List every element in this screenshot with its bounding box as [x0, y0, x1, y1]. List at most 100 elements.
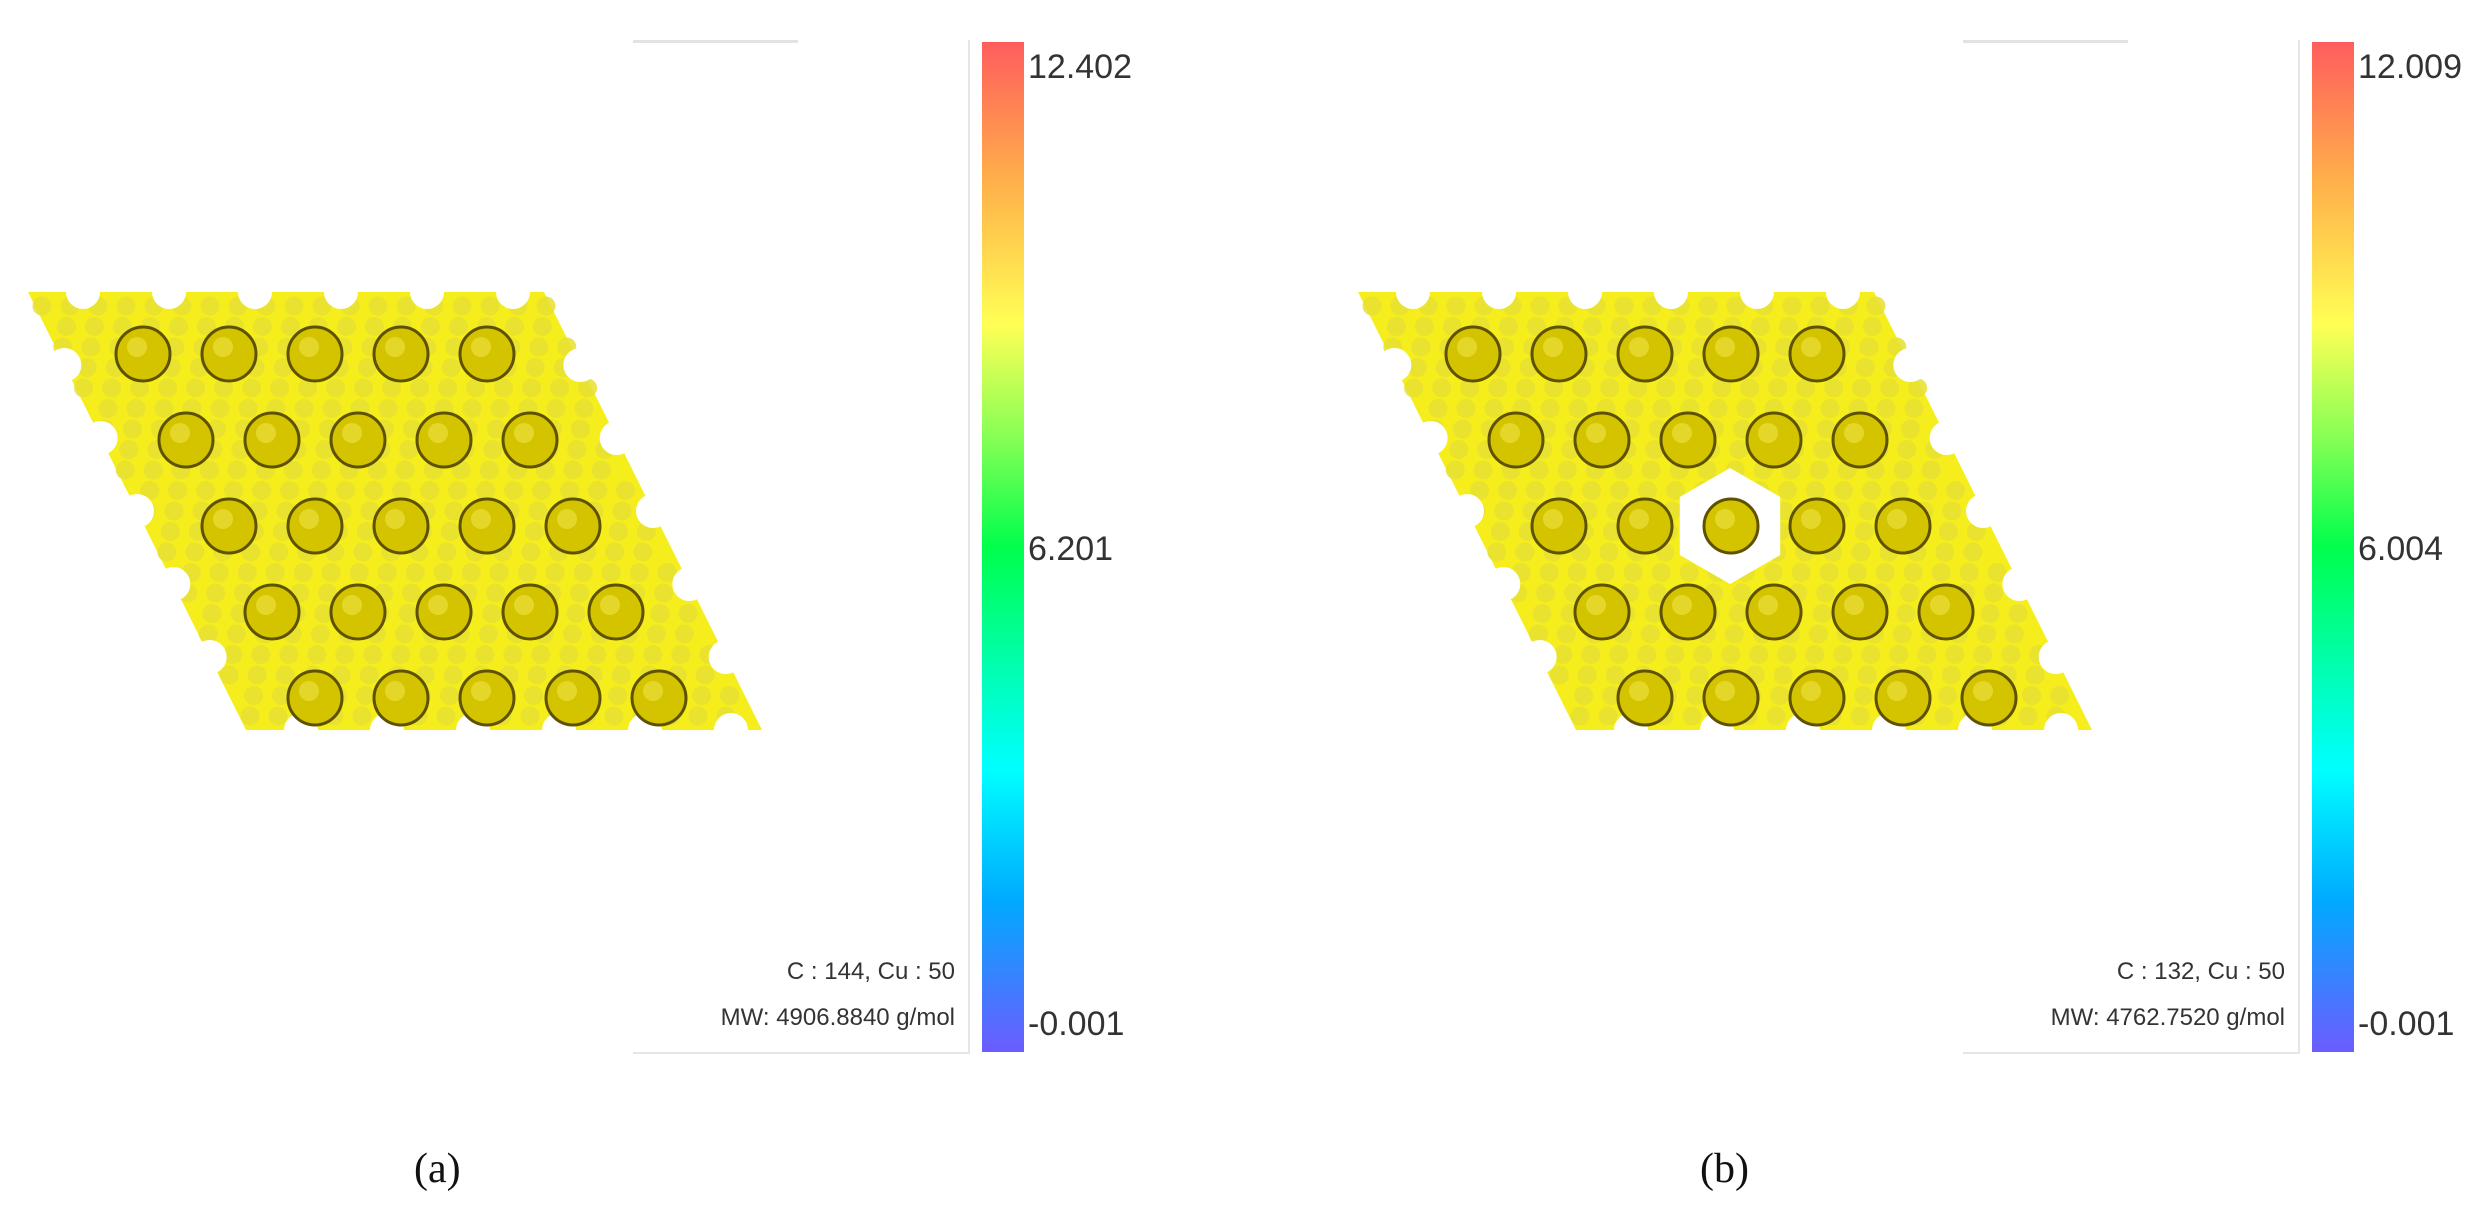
carbon-atom [1628, 378, 1648, 398]
colorbar-mid-label: 6.004 [2358, 530, 2444, 568]
carbon-atom [1824, 378, 1844, 398]
carbon-atom [226, 624, 246, 644]
carbon-atom [1866, 296, 1886, 316]
carbon-atom [633, 542, 653, 562]
carbon-atom [1693, 645, 1713, 664]
carbon-atom [402, 583, 422, 603]
carbon-atom [646, 624, 666, 644]
edge-notch [1482, 275, 1516, 309]
carbon-atom [522, 378, 542, 398]
carbon-atom [1404, 378, 1424, 398]
carbon-atom [605, 542, 625, 562]
carbon-atom [1682, 706, 1702, 726]
carbon-atom [1724, 624, 1744, 644]
edge-notch [410, 275, 444, 309]
carbon-atom [1526, 481, 1546, 500]
carbon-atom [399, 440, 419, 459]
carbon-atom [1908, 378, 1928, 398]
carbon-atom [398, 604, 418, 623]
carbon-atom [279, 645, 299, 664]
carbon-atom [419, 645, 439, 664]
carbon-atom [32, 296, 52, 316]
carbon-atom [1796, 378, 1816, 398]
carbon-atom [1708, 399, 1728, 418]
carbon-atom [160, 522, 180, 541]
carbon-atom [1740, 378, 1760, 398]
carbon-atom [1721, 645, 1741, 664]
carbon-atom [1445, 460, 1465, 480]
carbon-atom [520, 706, 540, 726]
carbon-atom [462, 399, 482, 418]
composition-label: C : 144, Cu : 50 [786, 958, 955, 985]
carbon-atom [298, 378, 318, 398]
carbon-atom [489, 563, 509, 582]
carbon-atom [81, 337, 101, 357]
carbon-atom [1528, 624, 1548, 644]
carbon-atom [242, 378, 262, 398]
copper-atom-highlight [1844, 595, 1864, 615]
copper-atom-highlight [1457, 337, 1477, 357]
carbon-atom [1813, 440, 1833, 459]
carbon-atom [578, 378, 598, 398]
carbon-atom [1858, 501, 1878, 521]
colorbar [2312, 42, 2354, 1052]
carbon-atom [1810, 296, 1830, 316]
edge-notch [496, 275, 530, 309]
carbon-atom [157, 542, 177, 562]
carbon-atom [1931, 563, 1951, 582]
carbon-atom [1859, 337, 1879, 357]
copper-atom-highlight [1801, 509, 1821, 529]
carbon-atom [566, 604, 586, 623]
carbon-atom [219, 665, 239, 685]
edge-notch [2044, 713, 2078, 747]
carbon-atom [1791, 563, 1811, 582]
edge-notch [1893, 348, 1928, 382]
carbon-atom [678, 604, 698, 623]
carbon-atom [612, 501, 632, 521]
carbon-atom [198, 624, 218, 644]
carbon-atom [119, 440, 139, 459]
copper-atom-highlight [127, 337, 147, 357]
carbon-atom [671, 645, 691, 664]
copper-atom-highlight [557, 509, 577, 529]
carbon-atom [545, 563, 565, 582]
carbon-atom [443, 665, 463, 685]
carbon-atom [654, 583, 674, 603]
carbon-atom [1880, 378, 1900, 398]
carbon-atom [244, 686, 264, 705]
composition-label: C : 132, Cu : 50 [2116, 958, 2285, 985]
carbon-atom [252, 317, 272, 336]
carbon-atom [1782, 296, 1802, 316]
carbon-atom [392, 481, 412, 500]
carbon-atom [196, 481, 216, 500]
carbon-atom [1904, 399, 1924, 418]
molecular-weight-label: MW: 4762.7520 g/mol [2050, 1004, 2285, 1031]
carbon-atom [1820, 399, 1840, 418]
carbon-atom [1771, 358, 1791, 377]
carbon-atom [1644, 604, 1664, 623]
carbon-atom [1651, 563, 1671, 582]
carbon-atom [438, 378, 458, 398]
carbon-atom [1414, 317, 1434, 336]
carbon-atom [448, 317, 468, 336]
carbon-atom [77, 358, 97, 377]
carbon-atom [1816, 419, 1836, 439]
carbon-atom [98, 399, 118, 418]
carbon-atom [284, 296, 304, 316]
copper-atom-highlight [1844, 423, 1864, 443]
carbon-atom [1494, 501, 1514, 521]
carbon-atom [1407, 358, 1427, 377]
edge-notch [152, 275, 186, 309]
copper-atom-highlight [1758, 595, 1778, 615]
carbon-atom [527, 665, 547, 685]
carbon-atom [588, 481, 608, 500]
carbon-atom [524, 686, 544, 705]
carbon-atom [559, 645, 579, 664]
carbon-atom [448, 481, 468, 500]
carbon-atom [1595, 563, 1615, 582]
carbon-atom [1834, 317, 1854, 336]
edge-notch [1568, 275, 1602, 309]
carbon-atom [396, 296, 416, 316]
carbon-atom [1896, 604, 1916, 623]
carbon-atom [1652, 399, 1672, 418]
